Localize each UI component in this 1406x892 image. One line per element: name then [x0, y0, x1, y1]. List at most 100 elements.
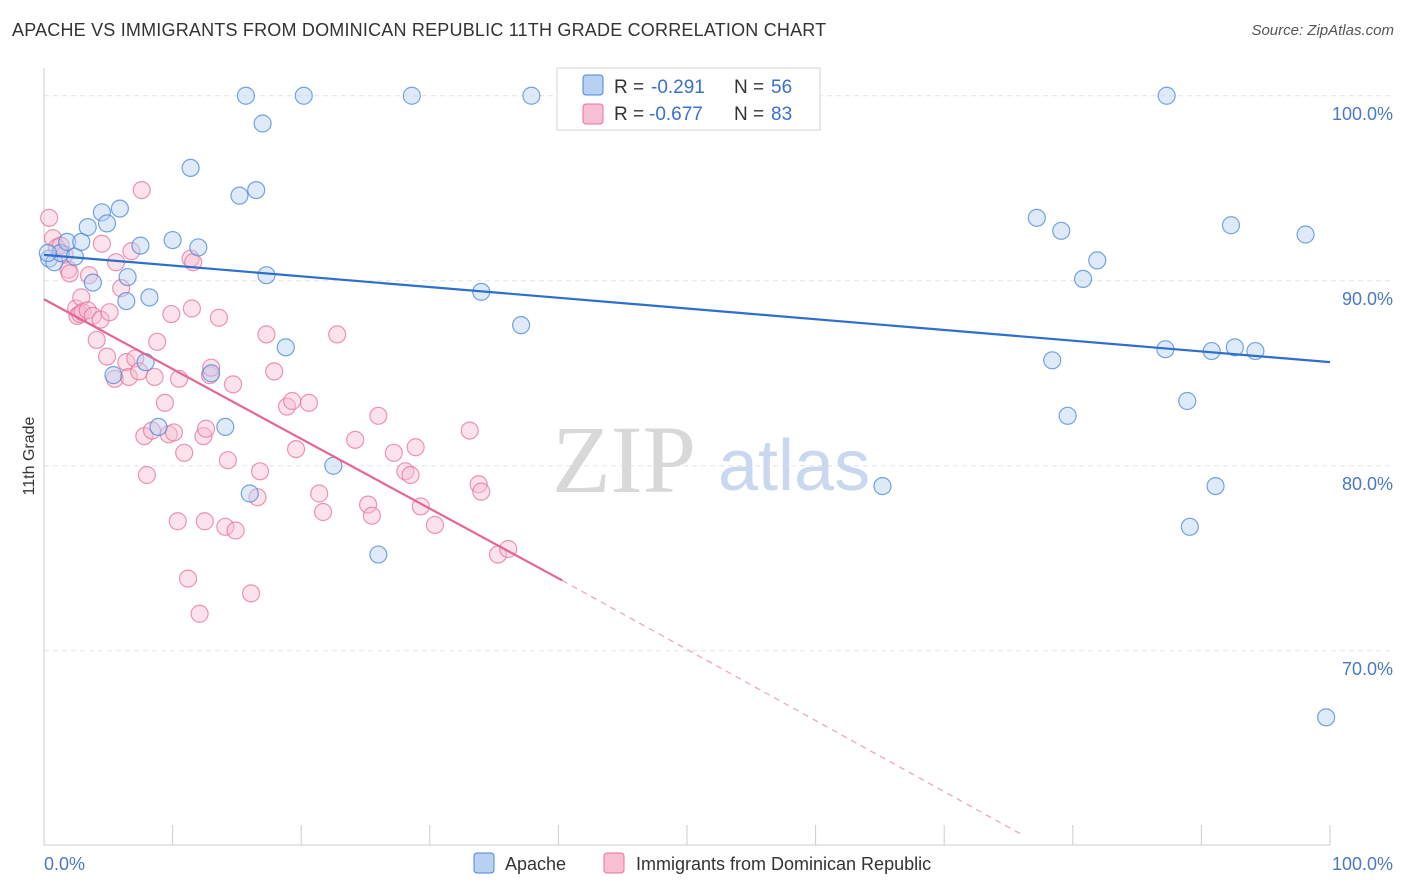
- apache-trend-line: [43, 253, 1331, 364]
- x-tick-label-start: 0.0%: [44, 854, 85, 874]
- dominican-point-46: [195, 512, 214, 531]
- apache-point-21: [202, 364, 221, 383]
- apache-point-43: [1088, 251, 1107, 270]
- dominican-point-62: [286, 440, 306, 459]
- dominican-point-24: [119, 367, 138, 387]
- dominican-point-41: [178, 569, 198, 588]
- axes: [43, 68, 1331, 846]
- dominican-point-73: [401, 465, 420, 485]
- apache-point-38: [1027, 208, 1046, 227]
- apache-point-46: [1178, 391, 1197, 411]
- dominican-point-45: [194, 427, 213, 446]
- apache-point-6: [78, 218, 97, 237]
- apache-point-54: [1317, 708, 1336, 727]
- apache-point-36: [522, 86, 541, 105]
- apache-point-28: [257, 266, 276, 285]
- dominican-point-58: [257, 325, 276, 344]
- dominican-point-59: [265, 362, 284, 381]
- dominican-point-71: [384, 443, 403, 462]
- series-legend-apache-swatch: [473, 852, 495, 874]
- dominican-point-18: [97, 347, 117, 366]
- watermark: ZIP atlas: [552, 406, 870, 513]
- apache-point-55: [38, 243, 57, 263]
- apache-point-22: [216, 417, 235, 436]
- dominican-point-61: [283, 391, 302, 411]
- legend-dominican-r-label: R =: [614, 104, 644, 125]
- legend-apache-swatch: [582, 74, 604, 96]
- y-tick-label-3: 100.0%: [1332, 104, 1393, 124]
- apache-point-8: [92, 203, 111, 222]
- apache-point-14: [131, 236, 150, 255]
- legend-dominican-n-value: 83: [771, 104, 792, 125]
- y-tick-label-0: 70.0%: [1342, 659, 1393, 679]
- dominican-point-64: [310, 484, 329, 503]
- y-tick-labels: 70.0% 80.0% 90.0% 100.0%: [1332, 104, 1393, 679]
- dominican-points: [40, 181, 518, 623]
- dominican-point-32: [145, 367, 164, 387]
- dominican-point-30: [137, 465, 156, 485]
- dominican-point-33: [148, 332, 167, 351]
- dominican-point-57: [250, 462, 270, 481]
- dominican-point-37: [164, 423, 183, 442]
- apache-point-18: [163, 230, 182, 250]
- chart-source: Source: ZipAtlas.com: [1251, 22, 1394, 39]
- legend-apache-n-label: N =: [734, 77, 764, 98]
- legend-dominican-swatch: [582, 103, 604, 125]
- apache-point-27: [253, 114, 272, 133]
- dominican-point-19: [100, 303, 119, 322]
- apache-point-23: [230, 186, 249, 205]
- dominican-point-6: [60, 264, 79, 283]
- dominican-point-49: [202, 358, 221, 377]
- dominican-trend-line: [43, 298, 563, 582]
- apache-point-42: [1073, 269, 1093, 288]
- dominican-point-34: [155, 393, 174, 412]
- correlation-legend: R = -0.291 N = 56 R = -0.677 N = 83: [556, 67, 821, 131]
- apache-point-37: [873, 477, 892, 496]
- dominican-point-50: [209, 308, 228, 327]
- apache-point-53: [1296, 225, 1315, 244]
- dominican-point-53: [223, 375, 243, 394]
- legend-dominican-n-label: N =: [734, 104, 764, 125]
- apache-point-29: [276, 338, 295, 357]
- series-legend-dominican-label: Immigrants from Dominican Republic: [636, 854, 931, 874]
- apache-point-3: [58, 232, 77, 251]
- apache-point-41: [1058, 406, 1077, 425]
- dominican-point-44: [190, 604, 209, 623]
- dominican-point-28: [132, 181, 151, 200]
- apache-point-26: [247, 181, 266, 200]
- apache-point-1: [45, 253, 64, 272]
- dominican-point-51: [216, 517, 235, 536]
- x-tick-labels: 0.0% 100.0%: [44, 854, 1393, 874]
- dominican-point-15: [87, 330, 106, 350]
- apache-point-49: [1206, 477, 1225, 496]
- apache-point-20: [189, 238, 208, 257]
- x-tick-label-end: 100.0%: [1332, 854, 1393, 874]
- dominican-trend-extension: [561, 579, 1025, 837]
- dominican-point-47: [196, 419, 216, 438]
- legend-apache-r-label: R =: [614, 77, 644, 98]
- apache-point-19: [181, 158, 200, 177]
- watermark-zip: ZIP: [552, 406, 696, 513]
- dominican-point-36: [162, 304, 181, 324]
- trend-lines: [43, 253, 1331, 837]
- legend-apache-r-value: -0.291: [651, 77, 705, 98]
- dominican-point-68: [358, 495, 378, 514]
- dominican-point-63: [299, 393, 319, 412]
- chart-title: APACHE VS IMMIGRANTS FROM DOMINICAN REPU…: [12, 20, 827, 40]
- dominican-point-52: [218, 451, 237, 470]
- apache-point-35: [512, 316, 531, 335]
- dominican-point-74: [406, 438, 425, 457]
- grid-lines: [44, 95, 1390, 652]
- dominican-point-78: [469, 475, 488, 494]
- dominican-point-0: [40, 208, 59, 227]
- apache-point-47: [1180, 517, 1199, 536]
- apache-point-33: [402, 86, 421, 105]
- series-legend: Apache Immigrants from Dominican Republi…: [473, 852, 931, 874]
- apache-point-25: [240, 484, 259, 503]
- dominican-point-69: [362, 506, 382, 525]
- apache-point-51: [1225, 338, 1244, 357]
- dominican-point-76: [425, 515, 445, 535]
- dominican-point-43: [182, 299, 201, 318]
- apache-point-24: [236, 86, 256, 105]
